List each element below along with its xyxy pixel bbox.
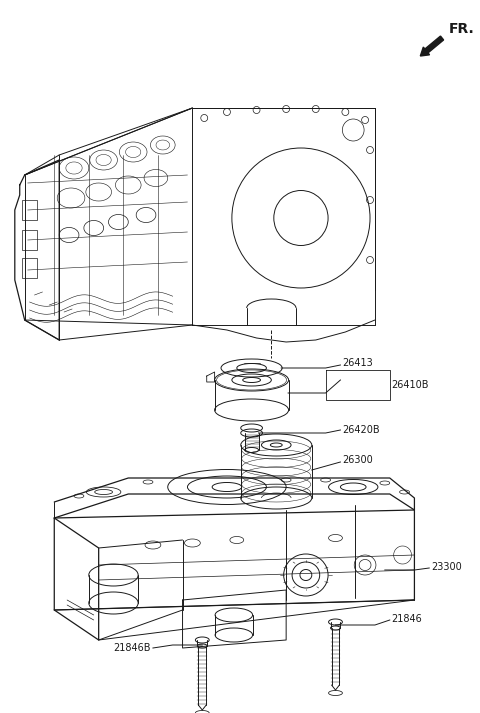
- Text: 21846B: 21846B: [113, 643, 151, 653]
- Text: FR.: FR.: [449, 22, 475, 36]
- FancyArrow shape: [420, 36, 444, 56]
- Text: 21846: 21846: [392, 614, 422, 624]
- Text: 26410B: 26410B: [392, 380, 429, 390]
- Text: 26420B: 26420B: [342, 425, 380, 435]
- Text: 26413: 26413: [342, 358, 373, 368]
- Text: 26300: 26300: [342, 455, 373, 465]
- Text: 23300: 23300: [431, 562, 462, 572]
- Bar: [22, 230, 36, 250]
- Bar: [22, 200, 36, 220]
- Bar: [22, 258, 36, 278]
